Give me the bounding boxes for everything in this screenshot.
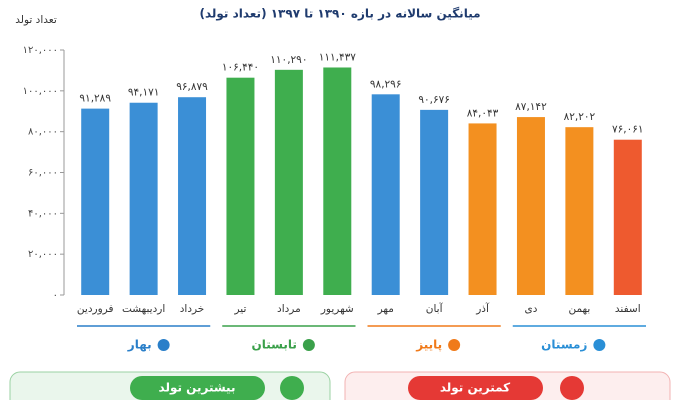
- x-tick-label: شهریور: [320, 303, 354, 315]
- season-icon: [302, 339, 315, 351]
- max-label: بیشترین تولد: [159, 381, 236, 396]
- bar: [178, 97, 207, 295]
- bar: [129, 102, 158, 295]
- x-tick-label: آذر: [475, 302, 490, 315]
- x-tick-label: اسفند: [615, 303, 641, 315]
- y-tick-label: ۰: [53, 290, 58, 301]
- bar: [516, 117, 545, 295]
- bar: [81, 108, 110, 296]
- bar: [226, 77, 255, 295]
- season-icon: [448, 339, 461, 351]
- value-label: ۸۷,۱۴۲: [515, 101, 547, 113]
- value-label: ۹۱,۲۸۹: [79, 93, 111, 105]
- x-tick-label: فروردین: [77, 303, 114, 315]
- value-label: ۹۸,۲۹۶: [370, 78, 402, 90]
- season-icon: [157, 339, 170, 351]
- y-tick-label: ۱۲۰,۰۰۰: [23, 45, 58, 56]
- bar: [274, 69, 303, 295]
- bar: [565, 127, 594, 295]
- value-label: ۸۲,۲۰۲: [564, 111, 596, 123]
- value-label: ۸۴,۰۴۳: [467, 107, 499, 119]
- season-label: تابستان: [252, 338, 297, 352]
- season-label: زمستان: [541, 338, 587, 352]
- x-tick-label: آبان: [426, 302, 444, 315]
- x-tick-label: تیر: [234, 303, 247, 315]
- value-label: ۱۰۶,۴۴۰: [222, 62, 259, 74]
- chart-subtitle: میانگین سالانه در بازه ۱۳۹۰ تا ۱۳۹۷ (تعد…: [199, 7, 480, 22]
- value-label: ۱۱۰,۲۹۰: [270, 54, 307, 66]
- bar: [371, 94, 400, 295]
- x-tick-label: مرداد: [277, 303, 301, 315]
- x-tick-label: دی: [525, 303, 538, 315]
- y-tick-label: ۱۰۰,۰۰۰: [23, 86, 58, 97]
- x-tick-label: مهر: [377, 303, 394, 315]
- season-icon: [593, 339, 606, 351]
- bar: [420, 109, 449, 295]
- x-tick-label: اردیبهشت: [122, 303, 165, 315]
- y-axis-label: تعداد تولد: [15, 14, 57, 26]
- min-label: کمترین تولد: [440, 381, 510, 396]
- min-icon: [560, 376, 584, 400]
- bar: [323, 67, 352, 295]
- value-label: ۱۱۱,۴۳۷: [319, 51, 357, 63]
- max-icon: [280, 376, 304, 400]
- value-label: ۹۶,۸۷۹: [176, 81, 208, 93]
- y-tick-label: ۴۰,۰۰۰: [28, 208, 58, 219]
- season-label: بهار: [127, 338, 152, 352]
- y-tick-label: ۲۰,۰۰۰: [28, 249, 58, 260]
- y-tick-label: ۸۰,۰۰۰: [28, 127, 58, 138]
- max-pill: [130, 376, 265, 400]
- x-tick-label: بهمن: [568, 303, 590, 315]
- x-tick-label: خرداد: [180, 303, 205, 315]
- value-label: ۹۰,۶۷۶: [418, 94, 450, 106]
- value-label: ۹۴,۱۷۱: [128, 87, 160, 99]
- bar: [468, 123, 497, 296]
- y-tick-label: ۶۰,۰۰۰: [28, 168, 58, 179]
- bar: [613, 139, 642, 295]
- value-label: ۷۶,۰۶۱: [612, 124, 644, 136]
- min-pill: [408, 376, 543, 400]
- season-label: پاییز: [415, 338, 442, 352]
